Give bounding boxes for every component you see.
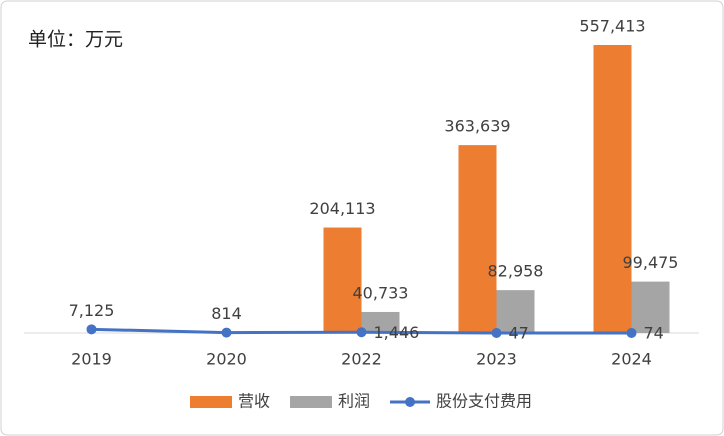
data-label: 1,446 <box>374 323 420 342</box>
chart-title: 单位：万元 <box>28 29 123 51</box>
x-tick-label: 2023 <box>476 350 517 369</box>
data-label: 74 <box>644 323 664 342</box>
legend-swatch <box>405 397 416 407</box>
data-label: 557,413 <box>579 17 645 36</box>
data-label: 204,113 <box>309 199 375 218</box>
legend-label: 股份支付费用 <box>436 392 532 411</box>
data-label: 47 <box>509 323 529 342</box>
bar <box>496 290 535 333</box>
line-marker <box>221 327 232 338</box>
line-marker <box>491 327 502 338</box>
legend-label: 利润 <box>338 392 370 411</box>
x-tick-label: 2020 <box>206 350 247 369</box>
bar <box>458 145 497 333</box>
legend-swatch <box>190 396 232 408</box>
x-tick-label: 2024 <box>611 350 652 369</box>
x-tick-label: 2019 <box>71 350 112 369</box>
line-marker <box>86 324 97 335</box>
legend-swatch <box>290 396 333 408</box>
data-label: 99,475 <box>623 253 679 272</box>
bar <box>593 45 632 333</box>
data-label: 40,733 <box>353 283 409 302</box>
data-label: 7,125 <box>69 301 115 320</box>
line-marker <box>356 327 367 338</box>
data-label: 814 <box>211 304 242 323</box>
bar <box>361 311 400 333</box>
legend-label: 营收 <box>238 392 270 411</box>
x-tick-label: 2022 <box>341 350 382 369</box>
bar <box>323 227 362 333</box>
data-label: 363,639 <box>444 117 510 136</box>
bar <box>631 281 670 333</box>
line-marker <box>626 327 637 338</box>
data-label: 82,958 <box>488 262 544 281</box>
